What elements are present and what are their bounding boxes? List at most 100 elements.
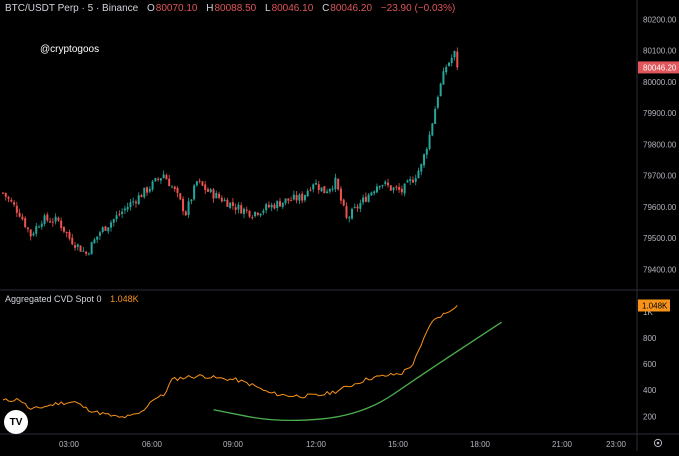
candle-body	[134, 201, 137, 204]
candle	[51, 217, 54, 227]
candle-body	[24, 218, 27, 228]
candle	[395, 185, 398, 191]
candle	[24, 216, 27, 229]
candle	[439, 82, 442, 97]
candle-body	[2, 192, 4, 194]
candle	[101, 226, 104, 234]
candle-body	[453, 50, 456, 58]
candle	[18, 208, 21, 218]
candle-body	[259, 213, 262, 216]
candle	[65, 231, 68, 238]
candle-body	[140, 195, 143, 198]
candle	[57, 216, 60, 222]
candle	[98, 230, 101, 240]
candle-body	[298, 194, 301, 201]
candle	[276, 200, 279, 212]
candle-body	[439, 83, 442, 96]
candle	[79, 245, 82, 252]
candle	[398, 183, 401, 193]
candle-body	[212, 189, 215, 199]
tradingview-logo-icon[interactable]: TV	[4, 410, 28, 434]
candle-body	[7, 196, 10, 199]
candle-body	[79, 245, 82, 252]
candle-body	[40, 223, 43, 227]
candle	[229, 202, 232, 210]
candle-body	[242, 208, 245, 214]
candle	[151, 179, 154, 192]
cvd-group	[2, 305, 458, 419]
candle-body	[87, 253, 90, 255]
candle	[364, 192, 367, 203]
candle	[447, 62, 450, 67]
candle-body	[414, 178, 417, 182]
candle-body	[351, 208, 354, 219]
time-axis: 03:00 06:00 09:00 12:00 15:00 18:00 21:00 23:00	[59, 440, 627, 449]
candle	[187, 197, 190, 219]
candle-body	[82, 250, 85, 252]
candle-body	[381, 185, 384, 187]
candle-body	[387, 182, 390, 186]
candle	[162, 170, 165, 179]
low-label: L	[265, 3, 271, 14]
candle-body	[356, 206, 359, 209]
candle	[134, 199, 137, 208]
candle-body	[157, 178, 160, 180]
candle-body	[101, 227, 104, 232]
candle	[295, 191, 298, 204]
candle-body	[21, 216, 24, 220]
high-label: H	[206, 3, 214, 14]
candle-body	[223, 199, 226, 202]
indicator-name[interactable]: Aggregated CVD Spot 0	[5, 294, 102, 304]
change-value: −23.90 (−0.03%)	[380, 3, 456, 14]
candle	[4, 192, 7, 201]
candle	[400, 185, 403, 196]
candle	[212, 188, 215, 203]
candle-body	[176, 187, 179, 194]
candle-body	[182, 198, 185, 212]
candle-body	[46, 214, 49, 221]
candle-body	[315, 182, 318, 185]
candle-body	[339, 188, 342, 201]
candle-body	[447, 62, 450, 66]
candle	[392, 186, 395, 194]
indicator-header[interactable]: Aggregated CVD Spot 0 1.048K	[5, 294, 139, 304]
candle	[326, 188, 329, 194]
candle	[46, 212, 49, 223]
candle	[373, 190, 376, 196]
candle	[104, 226, 107, 232]
candle	[68, 229, 71, 241]
candle	[345, 202, 348, 220]
candle-body	[428, 134, 431, 149]
gear-icon[interactable]	[653, 438, 663, 448]
candle	[273, 202, 276, 210]
candle	[431, 122, 434, 137]
candle-body	[240, 205, 243, 214]
candle	[220, 195, 223, 203]
low-value: 80046.10	[271, 3, 314, 14]
time-tick-label: 12:00	[306, 440, 327, 449]
symbol-title[interactable]: BTC/USDT Perp · 5 · Binance	[5, 3, 139, 14]
candle	[315, 179, 318, 185]
candle-body	[65, 231, 68, 234]
candle-body	[49, 221, 52, 223]
indicator-value: 1.048K	[110, 294, 139, 304]
candle	[279, 197, 281, 207]
candle	[226, 197, 229, 207]
candle	[32, 231, 35, 237]
candle-body	[71, 237, 74, 245]
candle-body	[29, 229, 32, 237]
candle	[168, 174, 171, 187]
candle	[353, 203, 356, 209]
candle-body	[129, 202, 132, 208]
candle-body	[148, 188, 151, 192]
candle-body	[406, 180, 409, 183]
candle-body	[312, 184, 315, 190]
candle	[206, 187, 209, 193]
cvd-line	[2, 305, 458, 419]
candle-body	[68, 232, 71, 239]
candle	[317, 180, 320, 194]
candle	[251, 215, 254, 220]
candle	[284, 198, 287, 206]
